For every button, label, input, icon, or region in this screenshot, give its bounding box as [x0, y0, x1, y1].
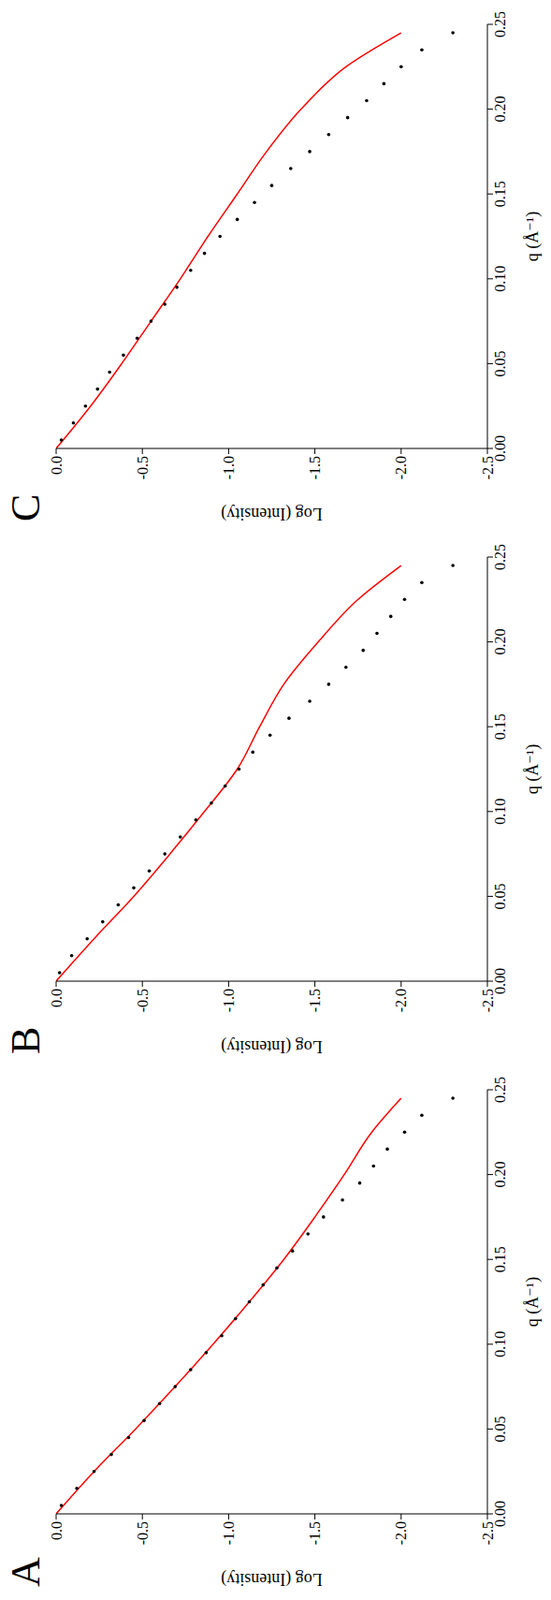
svg-text:-1.5: -1.5 [306, 455, 323, 479]
svg-text:0.20: 0.20 [492, 628, 508, 655]
svg-text:q (Å⁻¹): q (Å⁻¹) [522, 1276, 543, 1326]
svg-text:q (Å⁻¹): q (Å⁻¹) [522, 211, 543, 261]
svg-text:-1.5: -1.5 [306, 1520, 323, 1544]
svg-text:0.00: 0.00 [492, 967, 509, 994]
svg-text:0.25: 0.25 [492, 11, 508, 38]
svg-text:0.25: 0.25 [492, 1075, 508, 1102]
svg-text:-2.0: -2.0 [392, 455, 409, 479]
svg-text:0.10: 0.10 [492, 1330, 508, 1357]
svg-text:0.20: 0.20 [492, 1160, 508, 1188]
svg-text:0.15: 0.15 [492, 1245, 508, 1272]
svg-text:0.10: 0.10 [492, 797, 508, 825]
svg-text:0.05: 0.05 [492, 349, 508, 377]
svg-text:-2.5: -2.5 [479, 1520, 496, 1544]
svg-text:0.05: 0.05 [492, 882, 508, 909]
svg-text:0.15: 0.15 [492, 712, 508, 740]
svg-text:Log (Intensity): Log (Intensity) [220, 1567, 322, 1588]
svg-text:0.10: 0.10 [492, 265, 508, 292]
svg-text:0.25: 0.25 [492, 543, 508, 570]
html-text:A: A [2, 1555, 49, 1586]
svg-text:0.00: 0.00 [492, 1499, 509, 1526]
svg-text:Log (Intensity): Log (Intensity) [220, 503, 322, 523]
svg-text:0.0: 0.0 [48, 987, 65, 1007]
svg-text:0.15: 0.15 [492, 180, 508, 207]
svg-text:-1.0: -1.0 [220, 987, 237, 1012]
svg-text:Log (Intensity): Log (Intensity) [220, 1035, 322, 1056]
svg-text:-1.5: -1.5 [306, 987, 323, 1012]
svg-text:-1.0: -1.0 [220, 455, 237, 479]
svg-text:0.0: 0.0 [48, 455, 65, 475]
svg-text:0.05: 0.05 [492, 1414, 508, 1441]
svg-text:0.00: 0.00 [492, 435, 509, 462]
svg-text:-2.5: -2.5 [479, 987, 496, 1012]
svg-text:-1.0: -1.0 [220, 1520, 237, 1544]
svg-text:0.20: 0.20 [492, 96, 508, 123]
svg-text:-2.0: -2.0 [392, 1520, 409, 1544]
svg-text:-2.5: -2.5 [479, 455, 496, 479]
html-text:C: C [2, 493, 49, 522]
svg-text:-0.5: -0.5 [134, 1520, 151, 1544]
html-text:B: B [2, 1025, 49, 1054]
svg-text:-0.5: -0.5 [134, 987, 151, 1012]
svg-text:-0.5: -0.5 [134, 455, 151, 479]
svg-text:q (Å⁻¹): q (Å⁻¹) [522, 743, 543, 794]
svg-text:0.0: 0.0 [48, 1520, 65, 1539]
svg-text:-2.0: -2.0 [392, 987, 409, 1012]
